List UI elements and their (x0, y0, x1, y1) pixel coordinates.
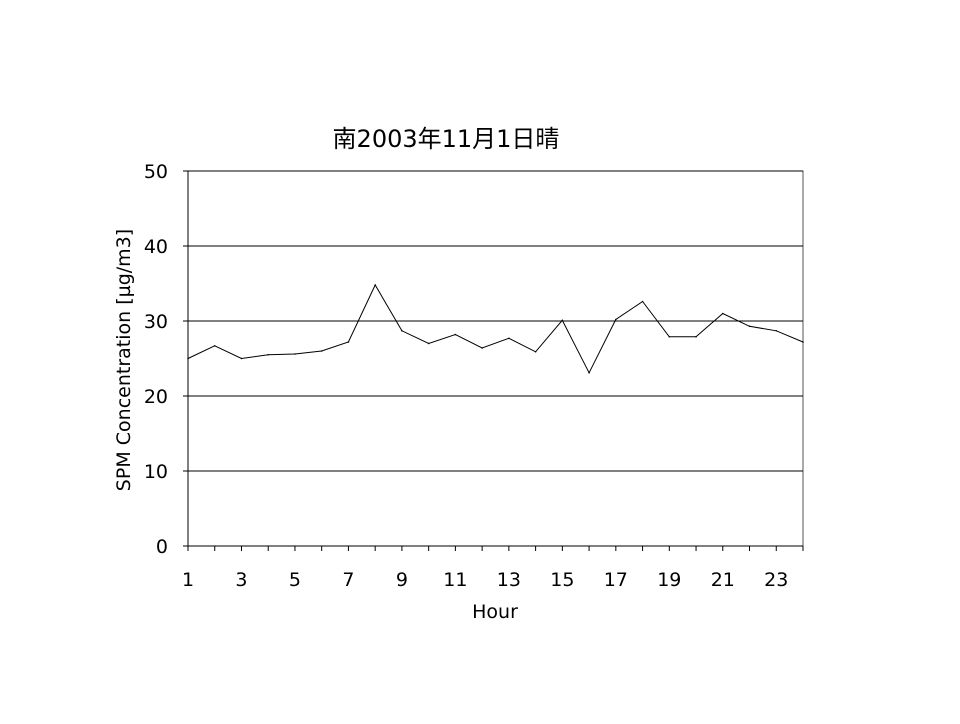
data-series (187, 283, 804, 374)
y-tick-label: 20 (144, 386, 168, 408)
y-tick-label: 10 (144, 461, 168, 483)
data-point (775, 329, 778, 332)
data-point (721, 312, 724, 315)
y-tick-label: 0 (156, 536, 168, 558)
data-point (748, 325, 751, 328)
data-point (508, 337, 510, 340)
data-point (481, 347, 483, 349)
data-point (454, 333, 457, 336)
data-point (588, 371, 590, 374)
axes (187, 171, 803, 547)
x-axis-label: Hour (472, 601, 518, 623)
data-point (668, 335, 671, 338)
x-tick-label: 7 (342, 569, 354, 591)
y-axis-ticks: 0 10 20 30 40 50 (144, 161, 188, 558)
x-tick-label: 9 (396, 569, 408, 591)
y-tick-label: 50 (144, 161, 168, 183)
gridlines (188, 170, 803, 472)
data-point (347, 341, 350, 343)
data-point (294, 353, 296, 355)
x-tick-label: 3 (235, 569, 247, 591)
x-tick-label: 21 (711, 569, 735, 591)
data-point (320, 350, 323, 352)
series-line (187, 283, 804, 374)
data-point (615, 318, 617, 321)
x-tick-label: 5 (289, 569, 301, 591)
x-tick-label: 15 (550, 569, 574, 591)
x-tick-label: 13 (497, 569, 521, 591)
data-point (240, 357, 243, 360)
x-tick-label: 23 (764, 569, 788, 591)
x-tick-label: 17 (604, 569, 628, 591)
data-point (187, 357, 189, 360)
data-point (401, 329, 403, 332)
chart-title: 南2003年11月1日晴 (333, 125, 560, 153)
plot-area (187, 170, 804, 547)
data-point (267, 353, 270, 356)
y-tick-label: 30 (144, 311, 168, 333)
data-point (641, 300, 644, 303)
x-axis-ticks: 1 3 5 7 9 11 13 15 17 19 21 23 (182, 546, 804, 591)
data-point (695, 335, 697, 338)
data-point (374, 284, 376, 286)
data-point (561, 319, 564, 322)
x-tick-label: 19 (657, 569, 681, 591)
y-tick-label: 40 (144, 236, 168, 258)
x-tick-label: 1 (182, 569, 194, 591)
data-point (802, 341, 804, 343)
x-tick-label: 11 (443, 569, 467, 591)
data-point (213, 344, 216, 347)
y-axis-label: SPM Concentration [µg/m3] (113, 229, 135, 491)
data-point (534, 350, 537, 353)
data-point (427, 342, 430, 345)
